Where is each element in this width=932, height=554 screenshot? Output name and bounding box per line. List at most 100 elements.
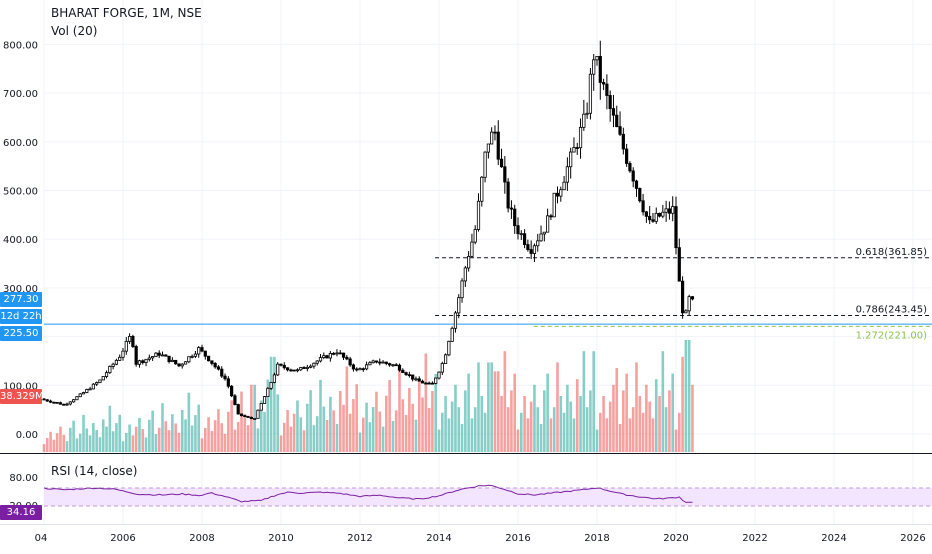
candle-body (519, 233, 523, 236)
candle-body (246, 416, 250, 418)
volume-bar (598, 412, 602, 452)
candle-body (223, 375, 227, 380)
volume-bar (546, 373, 549, 452)
candle-body (546, 215, 550, 233)
candle-body (230, 385, 234, 397)
candle-body (555, 192, 560, 197)
candle-body (111, 363, 115, 367)
volume-bar (605, 418, 609, 452)
candle-body (374, 360, 379, 363)
candle-body (180, 363, 184, 367)
volume-bar (289, 426, 293, 452)
candle-body (272, 374, 277, 383)
candle-body (506, 181, 510, 209)
volume-bar (220, 423, 224, 452)
time-tick-label: 2020 (663, 533, 688, 544)
candle-body (397, 364, 402, 371)
volume-bar (638, 396, 642, 452)
volume-bar (417, 381, 421, 452)
candle-body (101, 376, 105, 381)
candle-body (638, 188, 642, 202)
volume-bar (161, 403, 164, 452)
volume-bar (536, 407, 540, 452)
candle-body (391, 364, 395, 367)
volume-bar (480, 396, 484, 452)
volume-bar (569, 401, 572, 452)
candle-body (401, 369, 405, 373)
candle-body (493, 131, 497, 134)
candle-body (490, 131, 494, 145)
candle-body (657, 212, 662, 217)
volume-bar (490, 362, 493, 452)
candle-body (680, 280, 685, 314)
volume-bar (151, 410, 154, 452)
volume-bar (651, 418, 655, 452)
candle-body (72, 399, 76, 403)
candle-body (68, 401, 72, 405)
candle-body (641, 200, 645, 213)
volume-bar (92, 423, 95, 452)
candle-body (654, 212, 658, 222)
volume-bar (55, 433, 59, 452)
candle-body (164, 354, 168, 357)
volume-bar (612, 384, 615, 452)
candle-body (644, 211, 648, 217)
volume-bar (543, 390, 546, 452)
volume-bar (306, 403, 309, 452)
candle-body (407, 374, 411, 377)
volume-bar (394, 410, 398, 452)
candle-body (174, 359, 178, 365)
volume-bar (664, 407, 668, 452)
volume-bar (309, 390, 312, 452)
volume-bar (427, 407, 431, 452)
volume-bar (361, 417, 365, 452)
volume-bar (101, 419, 105, 452)
candle-body (621, 133, 625, 150)
candle-body (476, 200, 481, 230)
candle-body (197, 347, 201, 355)
candle-body (355, 368, 359, 371)
candle-body (601, 82, 606, 85)
volume-value-badge: 38.329M (0, 389, 44, 404)
candle-body (256, 409, 260, 419)
candle-body (95, 382, 99, 385)
volume-bar (470, 418, 474, 452)
volume-bar (194, 415, 197, 452)
candle-body (118, 356, 122, 361)
volume-bar (648, 401, 651, 452)
candle-body (124, 340, 128, 352)
volume-bar (668, 390, 671, 452)
volume-bar (401, 399, 405, 452)
volume-bar (312, 425, 316, 452)
volume-bar (493, 371, 497, 452)
candle-body (585, 112, 589, 115)
candle-body (55, 401, 59, 404)
candle-body (206, 355, 211, 362)
candle-body (190, 355, 194, 358)
symbol-title: BHARAT FORGE, 1M, NSE (51, 6, 202, 20)
candle-body (684, 310, 688, 314)
volume-bar (556, 362, 559, 452)
volume-bar (526, 418, 530, 452)
volume-bar (437, 429, 441, 452)
volume-bar (256, 428, 260, 452)
time-axis[interactable]: 04 2006 2008 2010 2012 2014 2016 2018 2020 2022 20… (35, 533, 926, 544)
volume-bar (197, 404, 201, 452)
volume-bar (108, 405, 112, 452)
volume-bar (200, 438, 204, 452)
volume-bar (447, 418, 451, 452)
candle-body (351, 364, 356, 370)
volume-bar (164, 421, 168, 452)
candle-body (45, 399, 49, 402)
volume-bar (236, 422, 240, 452)
price-axis[interactable]: 800.00700.00600.00500.00400.00300.00200.… (3, 40, 38, 441)
candle-body (249, 416, 253, 420)
volume-bar (246, 425, 250, 452)
candle-body (509, 207, 514, 210)
candle-body (127, 335, 132, 342)
candle-body (411, 374, 415, 380)
candle-body (266, 387, 270, 398)
volume-bar (85, 428, 89, 452)
candle-body (141, 360, 145, 363)
